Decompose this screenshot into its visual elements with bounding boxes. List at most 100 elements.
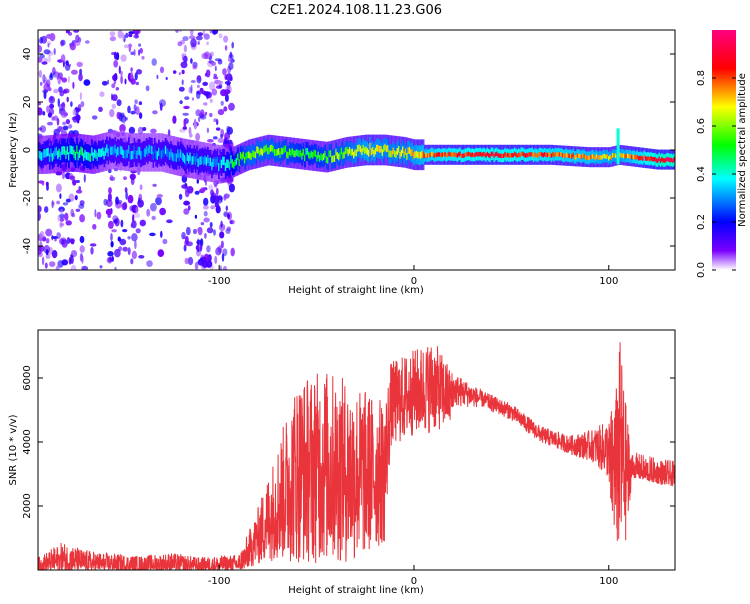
noise-blob [189, 133, 193, 138]
ridge-core [639, 155, 642, 161]
y-tick-label: -20 [22, 190, 33, 206]
ridge-core [78, 149, 81, 159]
noise-blob [65, 220, 72, 226]
noise-blob [59, 238, 65, 245]
ridge-core [378, 146, 381, 153]
ridge-core [57, 150, 60, 160]
ridge-core [185, 157, 188, 166]
ridge-core [533, 153, 535, 159]
noise-blob [45, 238, 50, 244]
ridge-core [659, 158, 662, 163]
ridge-core [340, 147, 343, 155]
noise-blob [203, 210, 208, 217]
noise-blob [124, 44, 129, 49]
noise-blob [109, 176, 116, 182]
noise-blob [221, 253, 225, 262]
noise-blob [192, 97, 194, 101]
ridge-core [153, 145, 156, 154]
noise-blob [211, 61, 216, 66]
colorbar-tick-label: 0.0 [696, 262, 707, 278]
ridge-core [545, 152, 548, 158]
noise-blob [130, 51, 135, 56]
noise-blob [113, 219, 118, 224]
noise-blob [152, 183, 157, 187]
ridge-core [95, 150, 98, 159]
noise-blob [181, 69, 185, 75]
ridge-core [597, 155, 600, 160]
noise-blob [67, 75, 70, 83]
ridge-core [395, 151, 398, 158]
noise-blob [146, 208, 151, 217]
ridge-core [74, 151, 77, 161]
noise-blob [210, 205, 215, 210]
noise-blob [135, 32, 138, 38]
noise-blob [139, 184, 143, 191]
ridge-core [219, 157, 222, 166]
noise-blob [200, 254, 205, 259]
ridge-core [516, 153, 519, 159]
ridge-core [111, 146, 114, 155]
ridge-core [224, 162, 227, 172]
noise-blob [47, 43, 50, 48]
ridge-core [384, 143, 387, 151]
ridge-core [346, 146, 349, 154]
ridge-core [621, 153, 624, 158]
ridge-core [511, 152, 514, 158]
ridge-core [623, 153, 625, 159]
ridge-core [110, 146, 113, 155]
noise-blob [206, 41, 210, 46]
ridge-core [62, 146, 65, 155]
ridge-core [460, 153, 463, 159]
ridge-core [534, 152, 537, 157]
noise-blob [101, 80, 108, 86]
noise-blob [47, 121, 53, 126]
noise-blob [222, 266, 227, 270]
noise-blob [201, 259, 209, 268]
ridge-core [640, 155, 643, 161]
ridge-core [182, 153, 185, 162]
ridge-core [256, 146, 259, 153]
ridge-core [575, 155, 578, 160]
noise-blob [111, 94, 118, 102]
ridge-core [388, 150, 391, 158]
ridge-core [63, 146, 66, 155]
ridge-core [672, 158, 675, 163]
noise-blob [109, 109, 115, 118]
noise-blob [55, 265, 60, 270]
ridge-core [618, 152, 621, 157]
noise-blob [210, 192, 217, 201]
ridge-core [118, 147, 121, 157]
ridge-core [152, 151, 155, 160]
noise-blob [123, 201, 128, 210]
noise-blob [203, 205, 209, 210]
noise-blob [196, 179, 199, 184]
ridge-core [586, 155, 589, 161]
ridge-core [610, 155, 613, 160]
ridge-core [661, 157, 664, 162]
ridge-core [642, 156, 645, 161]
noise-blob [59, 193, 62, 199]
ridge-core [632, 154, 635, 159]
noise-blob [76, 61, 83, 68]
snr-xlabel: Height of straight line (km) [288, 585, 424, 596]
colorbar-label: Normalized spectral amplitude [737, 73, 748, 227]
ridge-core [253, 151, 256, 158]
ridge-core [342, 152, 345, 160]
ridge-core [573, 155, 576, 160]
ridge-core [76, 145, 79, 154]
ridge-core [399, 151, 402, 159]
ridge-core [665, 157, 668, 163]
noise-blob [195, 35, 203, 41]
ridge-core [72, 146, 75, 155]
noise-blob [151, 58, 157, 66]
noise-blob [150, 128, 157, 134]
noise-blob [224, 74, 228, 81]
ridge-core [362, 144, 365, 152]
noise-blob [190, 38, 197, 48]
ridge-core [606, 154, 609, 159]
noise-blob [166, 219, 173, 224]
noise-blob [214, 65, 217, 72]
ridge-core [538, 152, 541, 157]
noise-blob [223, 195, 227, 201]
ridge-core [211, 162, 214, 171]
